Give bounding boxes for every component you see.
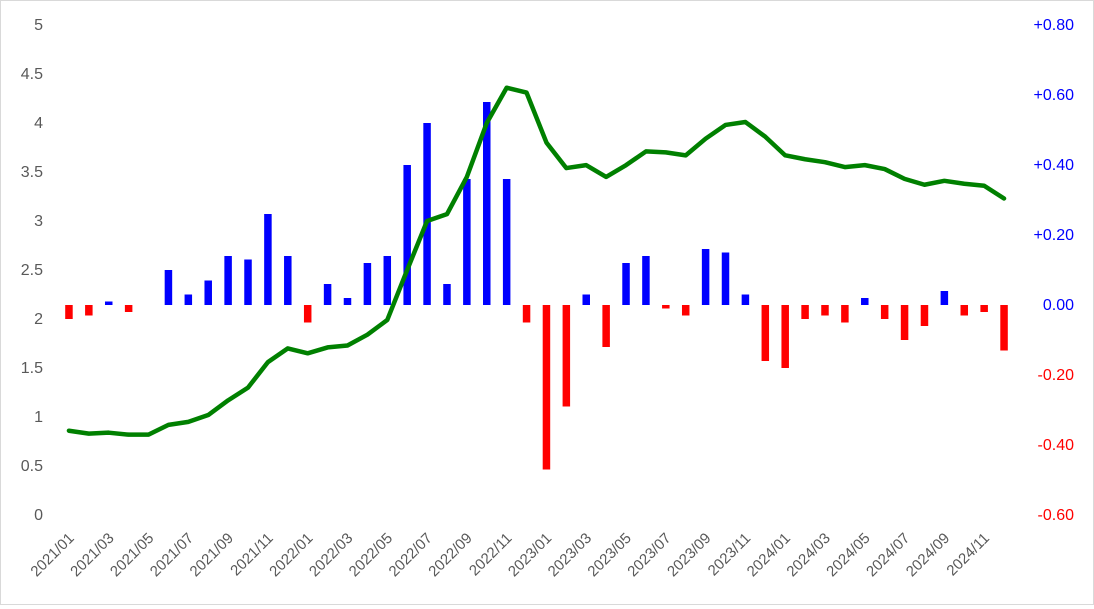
bar-2021-01 bbox=[65, 305, 73, 319]
bar-2024-02 bbox=[801, 305, 809, 319]
bar-2024-07 bbox=[901, 305, 909, 340]
bar-2022-11 bbox=[503, 179, 511, 305]
x-tick-label: 2021/09 bbox=[187, 530, 237, 580]
bar-2024-06 bbox=[881, 305, 889, 319]
bar-2024-08 bbox=[921, 305, 929, 326]
bar-2024-04 bbox=[841, 305, 849, 323]
bar-2023-12 bbox=[762, 305, 770, 361]
x-tick-label: 2022/01 bbox=[266, 530, 316, 580]
right-axis: -0.60 -0.40 -0.20 0.00 +0.20 +0.40 +0.60 +0.80 bbox=[1034, 17, 1075, 524]
bar-2024-09 bbox=[941, 291, 949, 305]
bar-2023-09 bbox=[702, 249, 710, 305]
bar-2023-01 bbox=[543, 305, 551, 470]
left-tick-label: 0 bbox=[34, 507, 43, 524]
bar-2022-08 bbox=[443, 284, 451, 305]
right-tick-label: +0.40 bbox=[1034, 157, 1075, 174]
x-tick-label: 2024/07 bbox=[863, 530, 913, 580]
left-tick-label: 1.5 bbox=[21, 360, 43, 377]
x-tick-label: 2024/01 bbox=[744, 530, 794, 580]
bar-2022-03 bbox=[344, 298, 352, 305]
x-tick-label: 2022/07 bbox=[386, 530, 436, 580]
left-tick-label: 3.5 bbox=[21, 164, 43, 181]
bar-2023-05 bbox=[622, 263, 630, 305]
bar-2023-02 bbox=[563, 305, 571, 407]
bar-2021-06 bbox=[165, 270, 173, 305]
x-tick-label: 2023/07 bbox=[624, 530, 674, 580]
x-tick-label: 2023/01 bbox=[505, 530, 555, 580]
bar-2021-02 bbox=[85, 305, 93, 316]
left-tick-label: 4.5 bbox=[21, 66, 43, 83]
bar-2023-04 bbox=[602, 305, 610, 347]
right-tick-label: -0.60 bbox=[1038, 507, 1075, 524]
left-tick-label: 4 bbox=[34, 115, 43, 132]
x-tick-label: 2022/09 bbox=[425, 530, 475, 580]
left-tick-label: 2 bbox=[34, 311, 43, 328]
line-series-path bbox=[69, 88, 1004, 435]
left-tick-label: 2.5 bbox=[21, 262, 43, 279]
x-tick-label: 2022/05 bbox=[346, 530, 396, 580]
bar-2023-10 bbox=[722, 253, 730, 306]
bar-2022-07 bbox=[423, 123, 431, 305]
bar-2022-06 bbox=[403, 165, 411, 305]
x-axis: 2021/012021/032021/052021/072021/092021/… bbox=[27, 530, 993, 580]
x-tick-label: 2023/09 bbox=[664, 530, 714, 580]
x-tick-label: 2023/05 bbox=[584, 530, 634, 580]
x-tick-label: 2022/03 bbox=[306, 530, 356, 580]
left-tick-label: 3 bbox=[34, 213, 43, 230]
bar-2023-03 bbox=[582, 295, 590, 306]
bar-2024-10 bbox=[961, 305, 969, 316]
bar-2022-05 bbox=[384, 256, 392, 305]
bar-2022-09 bbox=[463, 179, 471, 305]
bar-2021-08 bbox=[204, 281, 212, 306]
x-tick-label: 2024/05 bbox=[823, 530, 873, 580]
bar-2021-07 bbox=[185, 295, 193, 306]
bar-2024-05 bbox=[861, 298, 869, 305]
bar-2022-12 bbox=[523, 305, 531, 323]
bar-2021-09 bbox=[224, 256, 232, 305]
x-tick-label: 2024/11 bbox=[943, 530, 993, 580]
bar-2021-04 bbox=[125, 305, 133, 312]
bar-2021-10 bbox=[244, 260, 252, 306]
x-tick-label: 2024/03 bbox=[783, 530, 833, 580]
left-axis: 0 0.5 1 1.5 2 2.5 3 3.5 4 4.5 5 bbox=[21, 17, 43, 524]
x-tick-label: 2021/03 bbox=[67, 530, 117, 580]
right-tick-label: -0.20 bbox=[1038, 367, 1075, 384]
bar-2024-12 bbox=[1000, 305, 1008, 351]
line-series bbox=[69, 88, 1004, 435]
bar-2021-12 bbox=[284, 256, 292, 305]
bar-2022-04 bbox=[364, 263, 372, 305]
bar-2023-08 bbox=[682, 305, 690, 316]
bar-2021-11 bbox=[264, 214, 272, 305]
left-tick-label: 0.5 bbox=[21, 458, 43, 475]
right-tick-label: -0.40 bbox=[1038, 437, 1075, 454]
x-tick-label: 2021/07 bbox=[147, 530, 197, 580]
x-tick-label: 2024/09 bbox=[903, 530, 953, 580]
x-tick-label: 2021/01 bbox=[27, 530, 77, 580]
right-tick-label: +0.20 bbox=[1034, 227, 1075, 244]
right-tick-label: 0.00 bbox=[1043, 297, 1074, 314]
bar-2022-02 bbox=[324, 284, 332, 305]
right-tick-label: +0.60 bbox=[1034, 87, 1075, 104]
bar-2024-11 bbox=[980, 305, 988, 312]
x-tick-label: 2023/03 bbox=[545, 530, 595, 580]
left-tick-label: 1 bbox=[34, 409, 43, 426]
bar-2023-11 bbox=[742, 295, 750, 306]
bar-2023-07 bbox=[662, 305, 670, 309]
left-tick-label: 5 bbox=[34, 17, 43, 34]
bar-2024-03 bbox=[821, 305, 829, 316]
bar-2023-06 bbox=[642, 256, 650, 305]
bar-2021-03 bbox=[105, 302, 113, 306]
bar-2024-01 bbox=[781, 305, 789, 368]
x-tick-label: 2021/05 bbox=[107, 530, 157, 580]
right-tick-label: +0.80 bbox=[1034, 17, 1075, 34]
bar-2022-01 bbox=[304, 305, 312, 323]
